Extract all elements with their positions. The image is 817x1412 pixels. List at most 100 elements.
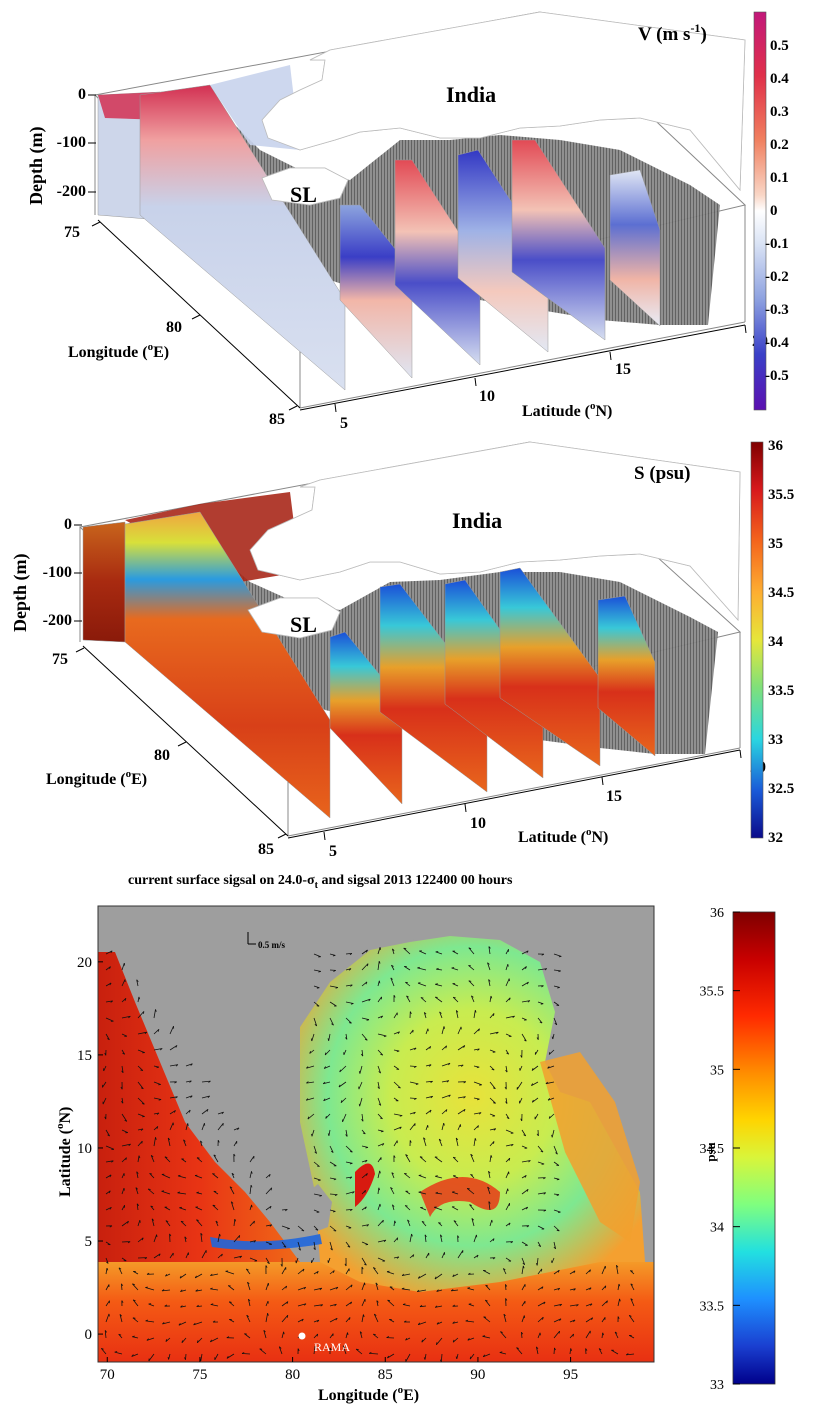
current-vector-head: [542, 1317, 544, 1320]
current-vector: [361, 1257, 367, 1266]
current-vector-head: [196, 1219, 199, 1221]
current-vector: [328, 1129, 331, 1136]
current-vector-head: [503, 1268, 506, 1271]
current-vector: [553, 1347, 555, 1355]
lon-tick-85: 85: [269, 411, 285, 428]
current-vector: [389, 1286, 395, 1291]
current-vector: [601, 1332, 604, 1339]
current-vector-head: [189, 1109, 191, 1113]
current-vector-head: [487, 1186, 490, 1189]
current-vector: [505, 1144, 514, 1147]
current-vector: [441, 1026, 445, 1035]
current-vector-head: [559, 1318, 562, 1322]
current-vector-head: [316, 1005, 320, 1007]
current-vector: [393, 1220, 396, 1227]
current-vector-head: [234, 1218, 237, 1222]
current-vector: [553, 1269, 560, 1275]
current-vector-head: [415, 1083, 419, 1085]
current-vector: [105, 1268, 108, 1275]
current-vector: [324, 1049, 331, 1056]
current-vector-head: [386, 1336, 390, 1338]
current-vector-head: [146, 1338, 149, 1341]
current-vector-head: [175, 1064, 179, 1067]
current-vector-head: [452, 1274, 455, 1277]
current-vector-head: [279, 1346, 282, 1349]
current-vector: [553, 1161, 560, 1166]
current-vector-head: [350, 1301, 353, 1305]
current-vector-head: [401, 1273, 405, 1276]
salinity-colorbar-ticks: 36 35.5 35 34.5 34 33.5 33 32.5 32: [768, 438, 794, 846]
velocity-colorbar-ticks: 0.5 0.4 0.3 0.2 0.1 0 -0.1 -0.2 -0.3 -0.…: [765, 38, 789, 384]
current-vector: [389, 1319, 395, 1323]
current-vector-head: [283, 1245, 287, 1248]
current-vector-head: [121, 1300, 124, 1303]
current-vector: [137, 1031, 147, 1035]
current-vector-head: [251, 1204, 253, 1208]
current-vector-head: [585, 1348, 588, 1351]
current-vector: [137, 1081, 144, 1090]
current-vector: [505, 1188, 509, 1195]
svg-text:-0.5: -0.5: [765, 368, 789, 384]
current-vector: [313, 1319, 320, 1323]
current-vector-head: [120, 1086, 123, 1090]
current-vector: [537, 1225, 545, 1230]
current-vector: [105, 1300, 110, 1307]
place-label-sl: SL: [290, 182, 317, 207]
current-vector-head: [396, 1256, 400, 1259]
current-vector: [345, 1209, 353, 1211]
current-vector: [553, 969, 561, 972]
current-vector-head: [398, 1087, 401, 1089]
current-vector-head: [259, 1348, 263, 1350]
map-colorbar-tick-label: 33: [710, 1378, 724, 1393]
current-vector-head: [429, 1064, 432, 1067]
current-vector-head: [313, 1247, 316, 1250]
current-vector: [329, 1333, 334, 1339]
current-vector: [132, 1336, 139, 1339]
current-vector: [521, 1206, 528, 1211]
current-vector-head: [108, 1190, 111, 1194]
current-vector-head: [332, 1211, 336, 1213]
current-vector: [553, 1241, 556, 1249]
current-vector: [473, 1048, 480, 1051]
current-vector: [121, 1173, 125, 1179]
section-lon-6: [597, 595, 656, 757]
current-vector: [329, 1193, 338, 1195]
current-vector-head: [630, 1298, 634, 1301]
current-vector-head: [598, 1348, 602, 1351]
current-vector-head: [394, 1220, 396, 1224]
current-vector-head: [559, 1304, 562, 1307]
current-vector: [425, 1125, 429, 1131]
current-vector: [329, 1161, 337, 1167]
current-vector: [165, 1273, 171, 1277]
current-vector: [311, 1129, 315, 1137]
current-vector: [212, 1173, 219, 1179]
current-vector: [436, 1321, 443, 1325]
current-vector-head: [380, 1053, 383, 1056]
current-vector-head: [488, 979, 491, 982]
current-vector: [227, 1285, 235, 1291]
current-vector-head: [165, 1273, 168, 1277]
current-vector-head: [490, 1155, 493, 1158]
current-vector: [468, 947, 475, 955]
current-vector: [148, 1353, 155, 1362]
current-vector: [616, 1265, 619, 1275]
svg-text:32.5: 32.5: [768, 781, 794, 797]
current-vector-head: [323, 1098, 326, 1102]
current-vector-head: [207, 1095, 210, 1098]
current-vector-head: [140, 1128, 144, 1131]
current-vector: [169, 1110, 176, 1115]
current-vector: [105, 982, 112, 987]
current-vector: [340, 1097, 347, 1103]
current-vector: [153, 1009, 156, 1019]
current-vector: [424, 1234, 427, 1243]
current-vector: [359, 1331, 363, 1339]
current-vector: [369, 1353, 379, 1355]
current-vector-head: [490, 995, 493, 999]
current-vector: [537, 1017, 543, 1024]
current-vector: [121, 962, 125, 971]
current-vector: [377, 996, 382, 1003]
current-vector: [265, 1282, 269, 1291]
current-vector-head: [247, 1281, 250, 1285]
svg-text:33.5: 33.5: [768, 683, 794, 699]
current-vector-head: [111, 1160, 114, 1163]
